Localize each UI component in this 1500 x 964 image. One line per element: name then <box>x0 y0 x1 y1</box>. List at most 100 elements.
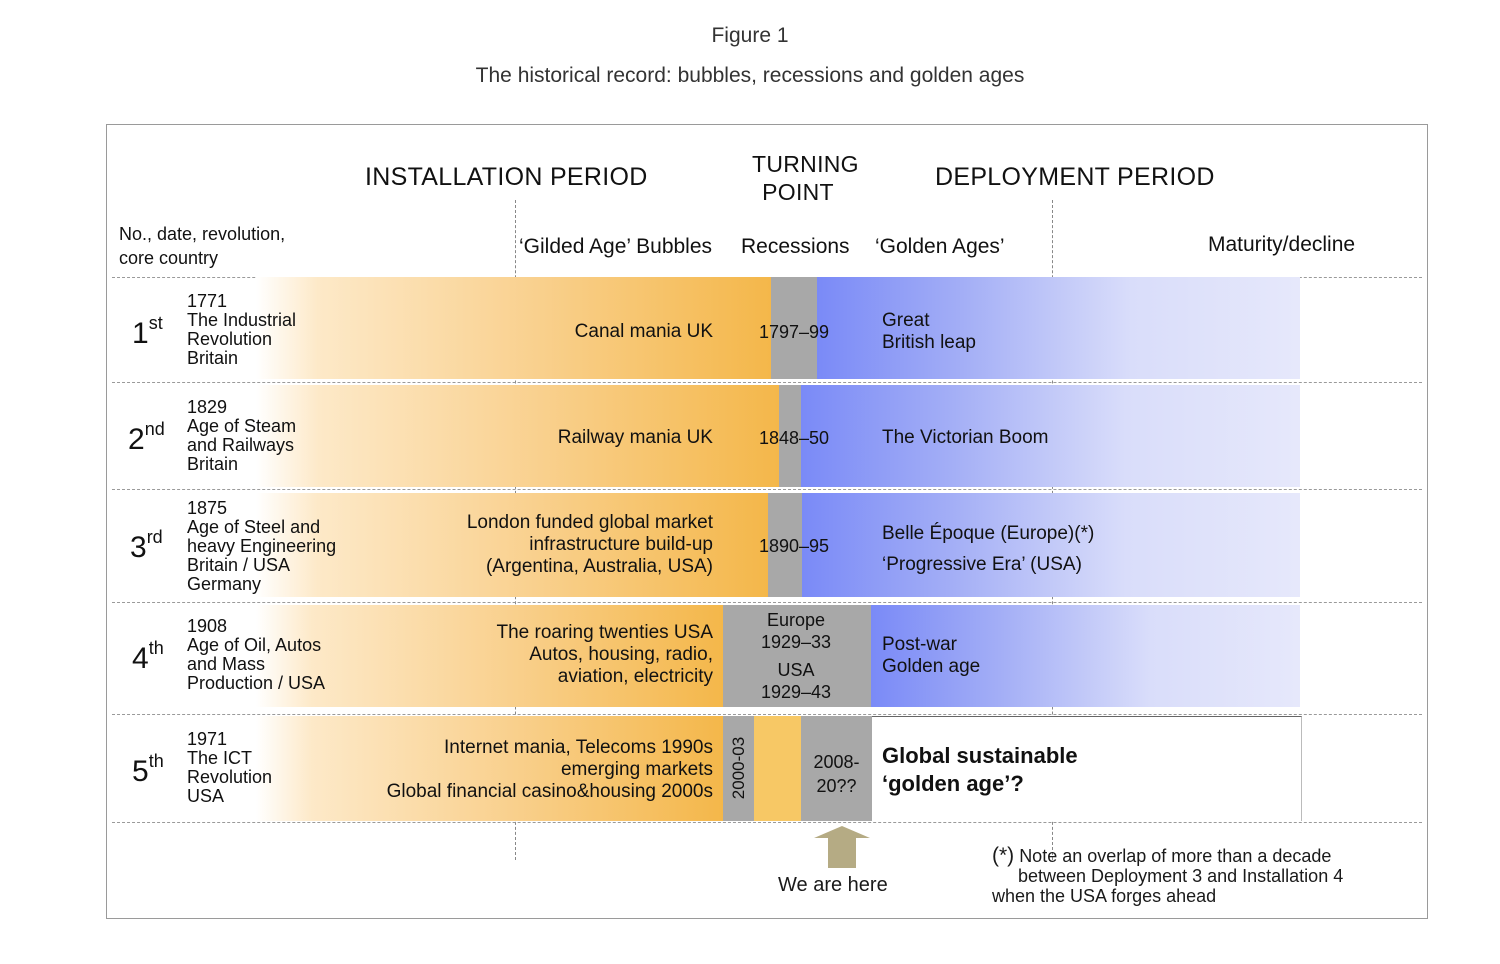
golden-age-text: The Victorian Boom <box>882 427 1049 449</box>
golden-age-text: Belle Époque (Europe)(*) ‘Progressive Er… <box>882 518 1094 580</box>
golden-age-line: Global sustainable <box>882 743 1078 768</box>
recession-region: USA <box>777 660 815 680</box>
bubble-text: London funded global market infrastructu… <box>467 512 713 578</box>
turning-point-header: TURNING POINT <box>752 150 859 206</box>
revolution-name-line: Revolution <box>187 767 273 787</box>
bubble-text: The roaring twenties USA Autos, housing,… <box>497 622 714 688</box>
revolution-description: 1971 The ICT Revolution USA <box>187 730 272 806</box>
recessions-column-header: Recessions <box>741 235 850 258</box>
golden-age-line: ‘golden age’? <box>882 771 1024 796</box>
revolution-year: 1829 <box>187 397 228 417</box>
revolution-year: 1971 <box>187 729 228 749</box>
golden-ages-column-header: ‘Golden Ages’ <box>875 235 1005 258</box>
revolution-description: 1908 Age of Oil, Autos and Mass Producti… <box>187 617 325 693</box>
footnote-line: when the USA forges ahead <box>992 886 1217 906</box>
turning-point-line2: POINT <box>762 179 834 205</box>
installation-band <box>256 385 779 487</box>
bubble-line: aviation, electricity <box>557 666 713 687</box>
installation-band <box>256 277 771 379</box>
revolution-country: Germany <box>187 574 262 594</box>
revolution-description: 1771 The Industrial Revolution Britain <box>187 292 296 368</box>
row-separator <box>112 714 1422 715</box>
installation-band <box>256 605 723 707</box>
row-separator <box>112 489 1422 490</box>
golden-age-line: Post-war <box>882 634 957 655</box>
golden-age-line: The Victorian Boom <box>882 427 1049 448</box>
revolution-name-line: The Industrial <box>187 310 297 330</box>
revolution-name-line: and Railways <box>187 435 295 455</box>
revolution-year: 1875 <box>187 498 228 518</box>
row-label-header: No., date, revolution, core country <box>119 222 285 270</box>
row-label-header-line1: No., date, revolution, <box>119 224 286 244</box>
revolution-country: Britain / USA <box>187 555 291 575</box>
recession-line: 2008- <box>813 752 860 772</box>
golden-age-text: Post-war Golden age <box>882 634 980 678</box>
installation-period-header: INSTALLATION PERIOD <box>365 163 648 191</box>
bubble-line: (Argentina, Australia, USA) <box>485 556 713 577</box>
recession-years: 1890–95 <box>758 536 830 556</box>
future-golden-age-text: Global sustainable ‘golden age’? <box>882 742 1078 798</box>
recession-line: 20?? <box>816 776 857 796</box>
overlap-footnote: (*) Note an overlap of more than a decad… <box>992 845 1344 906</box>
bubble-line: London funded global market <box>466 512 713 533</box>
turning-point-line1: TURNING <box>752 151 859 177</box>
bubble-text: Internet mania, Telecoms 1990s emerging … <box>387 737 713 803</box>
revolution-number: 2nd <box>128 419 165 456</box>
recession-band <box>723 605 871 707</box>
revolution-name-line: Revolution <box>187 329 273 349</box>
recession-years: 1848–50 <box>758 428 830 448</box>
deployment-band <box>801 385 1300 487</box>
revolution-name-line: heavy Engineering <box>187 536 337 556</box>
recession-region: Europe <box>766 610 826 630</box>
revolution-description: 1829 Age of Steam and Railways Britain <box>187 398 296 474</box>
bubble-line: Global financial casino&housing 2000s <box>386 781 713 802</box>
row-separator <box>112 602 1422 603</box>
figure-label: Figure 1 <box>711 24 789 47</box>
recession-band <box>723 716 754 821</box>
revolution-country: Production / USA <box>187 673 326 693</box>
golden-age-text: Great British leap <box>882 310 976 354</box>
revolution-name-line: and Mass <box>187 654 266 674</box>
footnote-line: between Deployment 3 and Installation 4 <box>1018 866 1344 886</box>
bubble-line: Autos, housing, radio, <box>529 644 713 665</box>
deployment-period-header: DEPLOYMENT PERIOD <box>935 163 1215 191</box>
golden-age-line: ‘Progressive Era’ (USA) <box>882 554 1082 575</box>
maturity-column-header: Maturity/decline <box>1208 233 1356 256</box>
bubble-line: emerging markets <box>560 759 713 780</box>
revolution-country: USA <box>187 786 225 806</box>
revolution-number: 3rd <box>130 527 163 564</box>
we-are-here-label: We are here <box>778 874 888 896</box>
row-separator <box>112 382 1422 383</box>
bubble-line: infrastructure build-up <box>529 534 713 555</box>
bubble-text: Railway mania UK <box>557 427 713 448</box>
golden-age-line: British leap <box>882 332 976 353</box>
bubble-line: The roaring twenties USA <box>496 622 714 643</box>
recession-band <box>768 493 802 597</box>
revolution-name-line: Age of Oil, Autos <box>187 635 322 655</box>
diagram-frame <box>106 124 1428 919</box>
revolution-name-line: The ICT <box>187 748 253 768</box>
revolution-number: 4th <box>132 638 164 675</box>
future-deployment-box <box>872 716 1302 821</box>
recession-years-vertical: 2000-03 <box>729 736 748 800</box>
revolution-name-line: Age of Steel and <box>187 517 321 537</box>
installation-band <box>754 716 801 821</box>
recession-region-years: 1929–33 <box>760 632 832 652</box>
bubbles-column-header: ‘Gilded Age’ Bubbles <box>519 235 713 258</box>
revolution-number: 1st <box>132 313 163 350</box>
revolution-year: 1771 <box>187 291 228 311</box>
deployment-band <box>871 605 1300 707</box>
bubble-line: Internet mania, Telecoms 1990s <box>444 737 713 758</box>
recession-band <box>801 716 872 821</box>
revolution-country: Britain <box>187 454 239 474</box>
deployment-band <box>802 493 1300 597</box>
bubble-text: Canal mania UK <box>574 321 713 342</box>
recession-band <box>771 277 817 379</box>
revolution-number: 5th <box>132 751 164 788</box>
golden-age-line: Great <box>882 310 930 331</box>
revolution-year: 1908 <box>187 616 228 636</box>
revolution-name-line: Age of Steam <box>187 416 297 436</box>
recession-region-years: 1929–43 <box>760 682 832 702</box>
deployment-band <box>817 277 1300 379</box>
recession-years: 2008- 20?? <box>801 750 872 798</box>
